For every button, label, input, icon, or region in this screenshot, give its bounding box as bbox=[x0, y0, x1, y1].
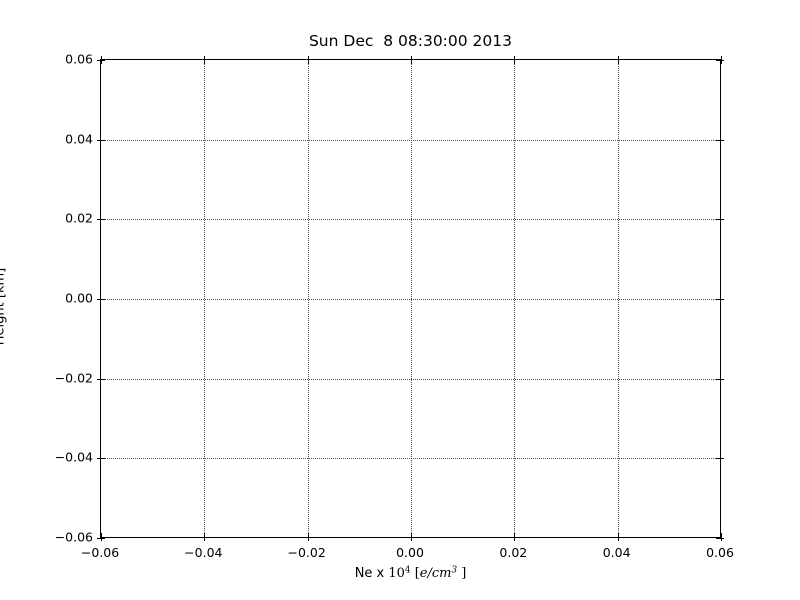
y-tick-label: 0.00 bbox=[65, 290, 93, 306]
chart-title: Sun Dec 8 08:30:00 2013 bbox=[308, 32, 513, 50]
y-tick-mark bbox=[716, 219, 724, 221]
y-tick-mark bbox=[97, 139, 105, 141]
gridline-horizontal bbox=[101, 458, 720, 460]
x-tick-label: 0.06 bbox=[706, 545, 734, 560]
x-tick-label: 0.02 bbox=[499, 545, 528, 560]
x-axis-label-base: 10 bbox=[388, 566, 405, 581]
gridline-vertical bbox=[307, 60, 309, 537]
gridline-vertical bbox=[514, 60, 516, 537]
x-tick-mark bbox=[617, 533, 619, 541]
x-tick-mark bbox=[307, 533, 309, 541]
x-tick-label: 0.00 bbox=[396, 545, 424, 560]
x-axis-label-prefix: Ne x bbox=[354, 566, 389, 581]
y-tick-mark bbox=[97, 60, 105, 61]
x-tick-mark bbox=[307, 56, 309, 64]
x-tick-mark bbox=[204, 56, 206, 64]
gridline-vertical bbox=[411, 60, 412, 537]
x-tick-mark bbox=[204, 533, 206, 541]
y-tick-mark bbox=[716, 60, 724, 61]
y-tick-mark bbox=[716, 299, 724, 300]
x-tick-mark bbox=[101, 533, 102, 541]
x-tick-mark bbox=[617, 56, 619, 64]
x-tick-mark bbox=[411, 56, 412, 64]
x-tick-mark bbox=[721, 533, 722, 541]
x-axis-label-unit-slash: / bbox=[427, 566, 432, 581]
y-tick-label: 0.02 bbox=[65, 210, 93, 226]
x-axis-label-exponent: 4 bbox=[404, 565, 411, 576]
x-tick-label: −0.02 bbox=[287, 545, 326, 560]
y-tick-mark bbox=[716, 538, 724, 539]
gridline-horizontal bbox=[101, 219, 720, 221]
x-tick-mark bbox=[514, 533, 516, 541]
gridline-horizontal bbox=[101, 378, 720, 380]
y-tick-mark bbox=[97, 219, 105, 221]
x-tick-mark bbox=[411, 533, 412, 541]
x-tick-mark bbox=[514, 56, 516, 64]
x-axis-label-bracket-open: [ bbox=[414, 566, 420, 581]
x-axis-label: Ne x 104 [e/cm3 ] bbox=[100, 565, 721, 582]
y-tick-mark bbox=[716, 378, 724, 380]
gridline-horizontal bbox=[101, 139, 720, 141]
y-tick-label: −0.06 bbox=[54, 529, 93, 545]
x-axis-label-unit-numerator: e bbox=[419, 566, 428, 581]
y-tick-mark bbox=[716, 458, 724, 460]
y-tick-label: −0.02 bbox=[54, 370, 93, 386]
y-tick-mark bbox=[97, 378, 105, 380]
x-axis-label-bracket-close: ] bbox=[457, 566, 467, 581]
y-tick-mark bbox=[97, 299, 105, 300]
y-tick-label: 0.04 bbox=[65, 131, 93, 147]
y-tick-label: 0.06 bbox=[65, 51, 93, 67]
x-tick-label: −0.06 bbox=[80, 545, 120, 560]
x-axis-label-unit-power: 3 bbox=[451, 565, 458, 576]
gridline-vertical bbox=[204, 60, 206, 537]
plot-area[interactable] bbox=[97, 56, 724, 541]
y-tick-label: −0.04 bbox=[54, 449, 93, 465]
x-tick-label: 0.04 bbox=[602, 545, 631, 560]
y-tick-mark bbox=[716, 139, 724, 141]
y-tick-mark bbox=[97, 538, 105, 539]
y-axis-label: Height [km] bbox=[0, 267, 8, 346]
gridline-horizontal bbox=[101, 299, 720, 300]
x-tick-label: −0.04 bbox=[184, 545, 223, 560]
y-tick-mark bbox=[97, 458, 105, 460]
x-axis-label-unit-denominator: cm bbox=[431, 566, 452, 581]
grid-layer bbox=[101, 60, 720, 537]
gridline-vertical bbox=[617, 60, 619, 537]
